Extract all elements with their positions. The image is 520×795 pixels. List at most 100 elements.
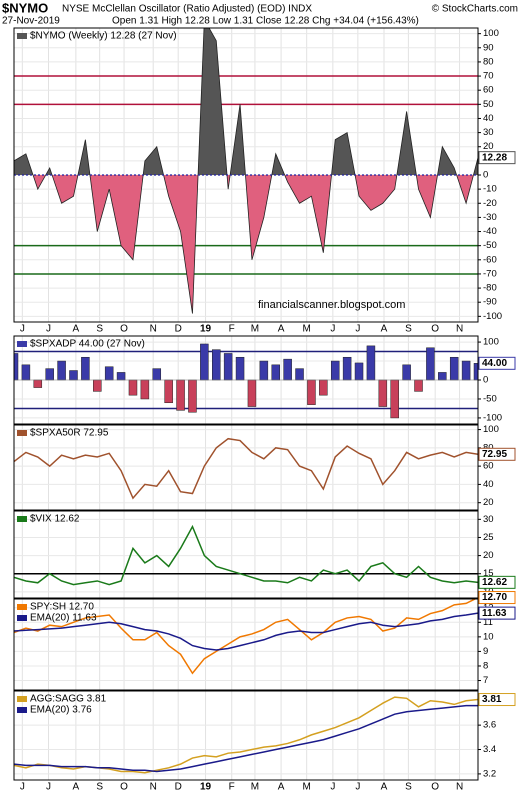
legend-label: EMA(20) 11.63 — [30, 613, 97, 624]
y-tick-label: 8 — [483, 660, 488, 671]
legend-swatch — [17, 707, 27, 713]
y-tick-label: -80 — [483, 283, 497, 294]
x-tick-label: S — [405, 324, 412, 335]
value-label-box — [478, 575, 516, 589]
y-tick-label: 11 — [483, 617, 493, 628]
x-tick-label: 19 — [200, 782, 212, 793]
y-tick-label: -100 — [483, 311, 502, 322]
y-tick-label: 3.4 — [483, 744, 496, 755]
y-tick-label: -70 — [483, 268, 497, 279]
plot — [14, 343, 478, 419]
y-tick-label: 9 — [483, 646, 488, 657]
legend-label: $SPXADP 44.00 (27 Nov) — [30, 339, 145, 350]
bar — [307, 379, 316, 405]
legend-swatch — [17, 696, 27, 702]
legend-swatch — [17, 430, 27, 436]
line — [14, 612, 478, 651]
plot — [14, 599, 478, 675]
x-tick-label: J — [330, 324, 335, 335]
y-tick-label: 60 — [483, 85, 494, 96]
x-tick-label: N — [456, 324, 463, 335]
y-tick-label: 3.6 — [483, 720, 496, 731]
bar — [223, 353, 233, 381]
bar — [354, 362, 364, 381]
x-tick-label: O — [120, 324, 128, 335]
bar — [473, 363, 478, 381]
y-tick-label: 10 — [483, 631, 494, 642]
x-tick-label: 19 — [200, 324, 212, 335]
y-tick-label: 20 — [483, 550, 494, 561]
y-tick-label: -10 — [483, 184, 497, 195]
y-tick-label: 0 — [483, 375, 488, 386]
bar — [212, 349, 221, 381]
bar — [140, 379, 150, 400]
bar — [188, 379, 197, 413]
panel-border — [13, 690, 479, 781]
y-tick-label: 30 — [483, 514, 494, 525]
y-tick-label: 40 — [483, 479, 494, 490]
value-label-box — [478, 606, 516, 620]
bar — [45, 368, 54, 381]
legend-label: AGG:SAGG 3.81 — [30, 694, 107, 705]
x-tick-label: N — [150, 324, 157, 335]
bar — [283, 358, 292, 381]
y-tick-label: -60 — [483, 254, 497, 265]
x-tick-label: J — [46, 324, 51, 335]
x-tick-label: J — [330, 782, 335, 793]
bar — [69, 370, 78, 381]
y-tick-label: 20 — [483, 141, 494, 152]
bar — [152, 368, 162, 381]
bar — [200, 343, 209, 381]
y-tick-label: 25 — [483, 532, 494, 543]
value-label: 72.95 — [482, 449, 507, 460]
x-tick-label: S — [405, 782, 412, 793]
y-tick-label: 100 — [483, 337, 499, 348]
value-label-box — [478, 356, 516, 370]
x-tick-label: M — [251, 782, 259, 793]
bar — [426, 347, 435, 381]
bar — [93, 379, 102, 392]
y-tick-label: 20 — [483, 497, 494, 508]
bar — [342, 356, 352, 381]
y-tick-label: 70 — [483, 71, 494, 82]
y-tick-label: 3.2 — [483, 768, 496, 779]
panel-border — [13, 510, 479, 599]
x-tick-label: O — [431, 324, 439, 335]
bar — [247, 379, 257, 407]
value-label-box — [478, 447, 516, 461]
y-tick-label: -50 — [483, 240, 497, 251]
bar — [461, 360, 471, 381]
legend-label: $NYMO (Weekly) 12.28 (27 Nov) — [30, 31, 177, 42]
bar — [128, 379, 138, 396]
line — [14, 437, 478, 500]
y-tick-label: 90 — [483, 42, 494, 53]
line — [14, 704, 478, 773]
y-tick-label: 100 — [483, 28, 499, 39]
instrument-name: NYSE McClellan Oscillator (Ratio Adjuste… — [62, 4, 312, 15]
y-tick-label: 80 — [483, 56, 494, 67]
bar — [390, 379, 399, 419]
x-tick-label: J — [355, 782, 360, 793]
y-tick-label: -40 — [483, 226, 497, 237]
area-negative — [14, 175, 478, 314]
x-tick-label: J — [20, 324, 25, 335]
y-tick-label: -50 — [483, 393, 497, 404]
plot — [14, 696, 478, 774]
x-tick-label: M — [251, 324, 259, 335]
plot — [14, 437, 478, 500]
area-outline — [14, 28, 478, 314]
x-tick-label: M — [303, 782, 311, 793]
x-tick-label: N — [150, 782, 157, 793]
bar — [235, 356, 245, 381]
bar — [259, 360, 269, 381]
value-label: 12.28 — [482, 152, 507, 163]
legend-label: $SPXA50R 72.95 — [30, 428, 109, 439]
x-tick-label: O — [120, 782, 128, 793]
y-tick-label: 0 — [483, 170, 488, 181]
x-tick-label: D — [175, 324, 182, 335]
x-tick-label: N — [456, 782, 463, 793]
bar — [319, 379, 328, 396]
y-tick-label: 100 — [483, 424, 499, 435]
value-label: 11.63 — [482, 608, 507, 619]
